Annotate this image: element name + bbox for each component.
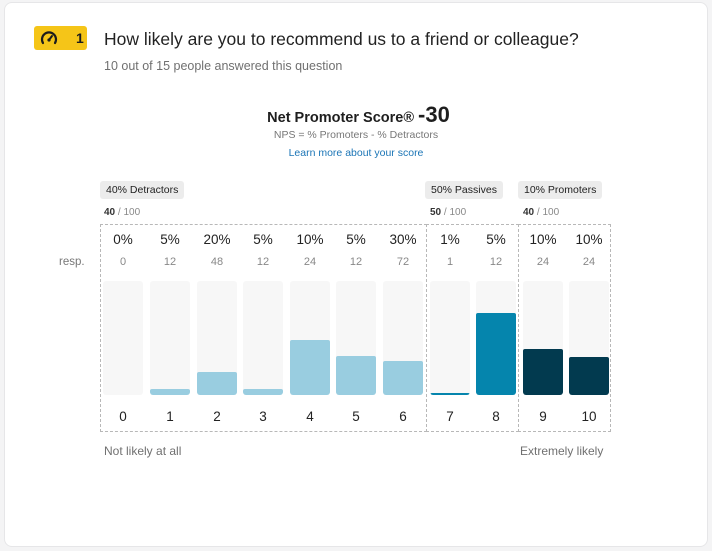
percent-label: 5% bbox=[253, 232, 273, 247]
bar bbox=[150, 389, 190, 395]
response-count: 72 bbox=[396, 256, 410, 268]
score-label: 2 bbox=[213, 409, 221, 424]
percent-label: 0% bbox=[113, 232, 133, 247]
axis-low-label: Not likely at all bbox=[104, 444, 182, 458]
percent-label: 30% bbox=[389, 232, 417, 247]
question-subtitle: 10 out of 15 people answered this questi… bbox=[104, 59, 343, 73]
score-label: 7 bbox=[446, 409, 454, 424]
response-count: 1 bbox=[446, 256, 454, 268]
bar-track bbox=[290, 281, 330, 395]
response-count: 12 bbox=[489, 256, 503, 268]
bar-track bbox=[569, 281, 609, 395]
bar-track bbox=[197, 281, 237, 395]
nps-formula: NPS = % Promoters - % Detractors bbox=[273, 129, 439, 141]
nps-header: Net Promoter Score® -30 bbox=[0, 102, 712, 128]
percent-label: 10% bbox=[529, 232, 557, 247]
passives-count: 50 / 100 bbox=[430, 207, 467, 218]
question-card bbox=[4, 2, 708, 547]
bar bbox=[569, 357, 609, 395]
question-badge: 1 bbox=[34, 26, 87, 50]
bar-track bbox=[383, 281, 423, 395]
bar-track bbox=[150, 281, 190, 395]
bar-track bbox=[243, 281, 283, 395]
score-label: 0 bbox=[119, 409, 127, 424]
promoters-zone bbox=[518, 224, 611, 432]
response-count: 48 bbox=[210, 256, 224, 268]
bar bbox=[336, 356, 376, 395]
learn-more-link[interactable]: Learn more about your score bbox=[288, 147, 424, 159]
response-count: 0 bbox=[119, 256, 127, 268]
score-label: 9 bbox=[539, 409, 547, 424]
bar-track bbox=[336, 281, 376, 395]
passives-badge: 50% Passives bbox=[425, 181, 503, 199]
detractors-count: 40 / 100 bbox=[104, 207, 141, 218]
score-label: 5 bbox=[352, 409, 360, 424]
question-title: How likely are you to recommend us to a … bbox=[104, 29, 579, 49]
nps-label: Net Promoter Score® bbox=[267, 110, 415, 126]
response-count: 24 bbox=[536, 256, 550, 268]
score-label: 1 bbox=[166, 409, 174, 424]
response-count: 24 bbox=[582, 256, 596, 268]
response-count: 12 bbox=[163, 256, 177, 268]
response-count: 12 bbox=[349, 256, 363, 268]
gauge-icon bbox=[40, 30, 58, 46]
bar bbox=[430, 393, 470, 395]
percent-label: 5% bbox=[346, 232, 366, 247]
percent-label: 10% bbox=[296, 232, 324, 247]
promoters-count: 40 / 100 bbox=[523, 207, 560, 218]
percent-label: 5% bbox=[486, 232, 506, 247]
bar-track bbox=[430, 281, 470, 395]
promoters-badge: 10% Promoters bbox=[518, 181, 603, 199]
nps-score: -30 bbox=[418, 102, 450, 127]
axis-high-label: Extremely likely bbox=[520, 444, 604, 458]
score-label: 6 bbox=[399, 409, 407, 424]
percent-label: 20% bbox=[203, 232, 231, 247]
score-label: 8 bbox=[492, 409, 500, 424]
bar bbox=[383, 361, 423, 395]
percent-label: 1% bbox=[440, 232, 460, 247]
detractors-badge: 40% Detractors bbox=[100, 181, 185, 199]
score-label: 3 bbox=[259, 409, 267, 424]
percent-label: 5% bbox=[160, 232, 180, 247]
score-label: 10 bbox=[581, 409, 597, 424]
bar-track bbox=[103, 281, 143, 395]
responses-label: resp. bbox=[59, 256, 85, 268]
bar-track bbox=[523, 281, 563, 395]
bar-track bbox=[476, 281, 516, 395]
bar bbox=[197, 372, 237, 395]
question-number: 1 bbox=[76, 30, 84, 46]
bar bbox=[476, 313, 516, 395]
bar bbox=[243, 389, 283, 395]
percent-label: 10% bbox=[575, 232, 603, 247]
response-count: 12 bbox=[256, 256, 270, 268]
score-label: 4 bbox=[306, 409, 314, 424]
response-count: 24 bbox=[303, 256, 317, 268]
bar bbox=[290, 340, 330, 395]
bar bbox=[523, 349, 563, 395]
